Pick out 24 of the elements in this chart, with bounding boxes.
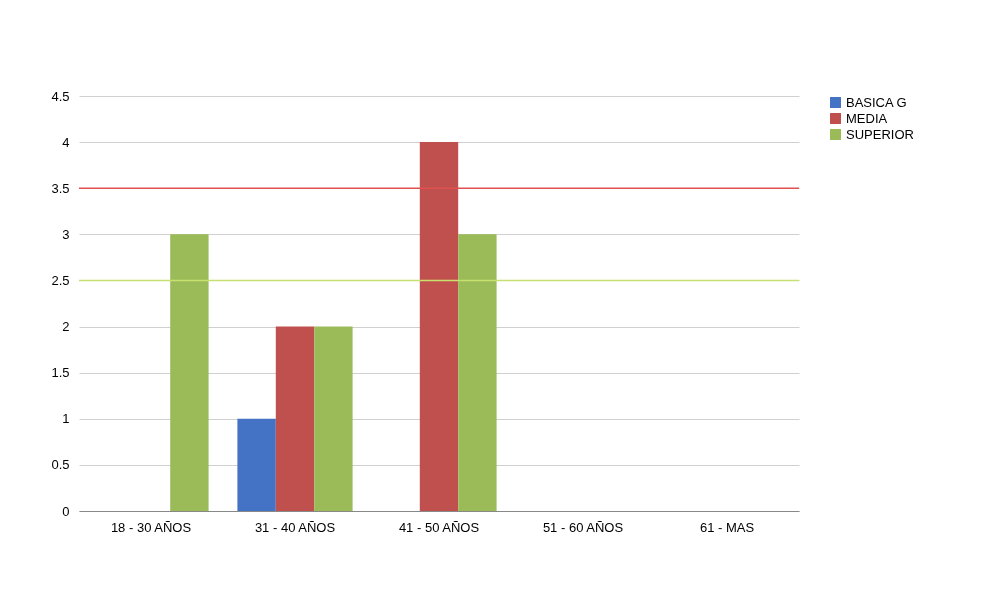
- x-tick-label: 51 - 60 AÑOS: [542, 519, 624, 535]
- legend-label: SUPERIOR: [846, 126, 914, 142]
- x-tick-label: 61 - MAS: [699, 519, 755, 535]
- bar: [419, 142, 459, 511]
- x-tick-label: 31 - 40 AÑOS: [254, 519, 336, 535]
- y-tick-label: 2.5: [51, 272, 70, 288]
- y-tick-label: 2: [62, 319, 70, 335]
- bar: [458, 234, 497, 511]
- y-tick-label: 3.5: [51, 180, 70, 196]
- legend-label: MEDIA: [846, 110, 888, 126]
- y-tick-label: 0: [62, 503, 70, 519]
- y-tick-label: 4.5: [51, 88, 70, 104]
- y-tick-label: 1.5: [51, 365, 70, 381]
- bar: [237, 418, 276, 511]
- y-tick-label: 1: [62, 411, 70, 427]
- y-tick-label: 3: [62, 226, 70, 242]
- y-tick-label: 4: [62, 134, 70, 150]
- bar: [170, 234, 209, 511]
- x-tick-label: 41 - 50 AÑOS: [398, 519, 480, 535]
- bar: [275, 326, 315, 511]
- legend-label: BASICA G: [846, 94, 907, 110]
- x-tick-label: 18 - 30 AÑOS: [110, 519, 192, 535]
- y-tick-label: 0.5: [51, 457, 70, 473]
- bar: [314, 326, 353, 511]
